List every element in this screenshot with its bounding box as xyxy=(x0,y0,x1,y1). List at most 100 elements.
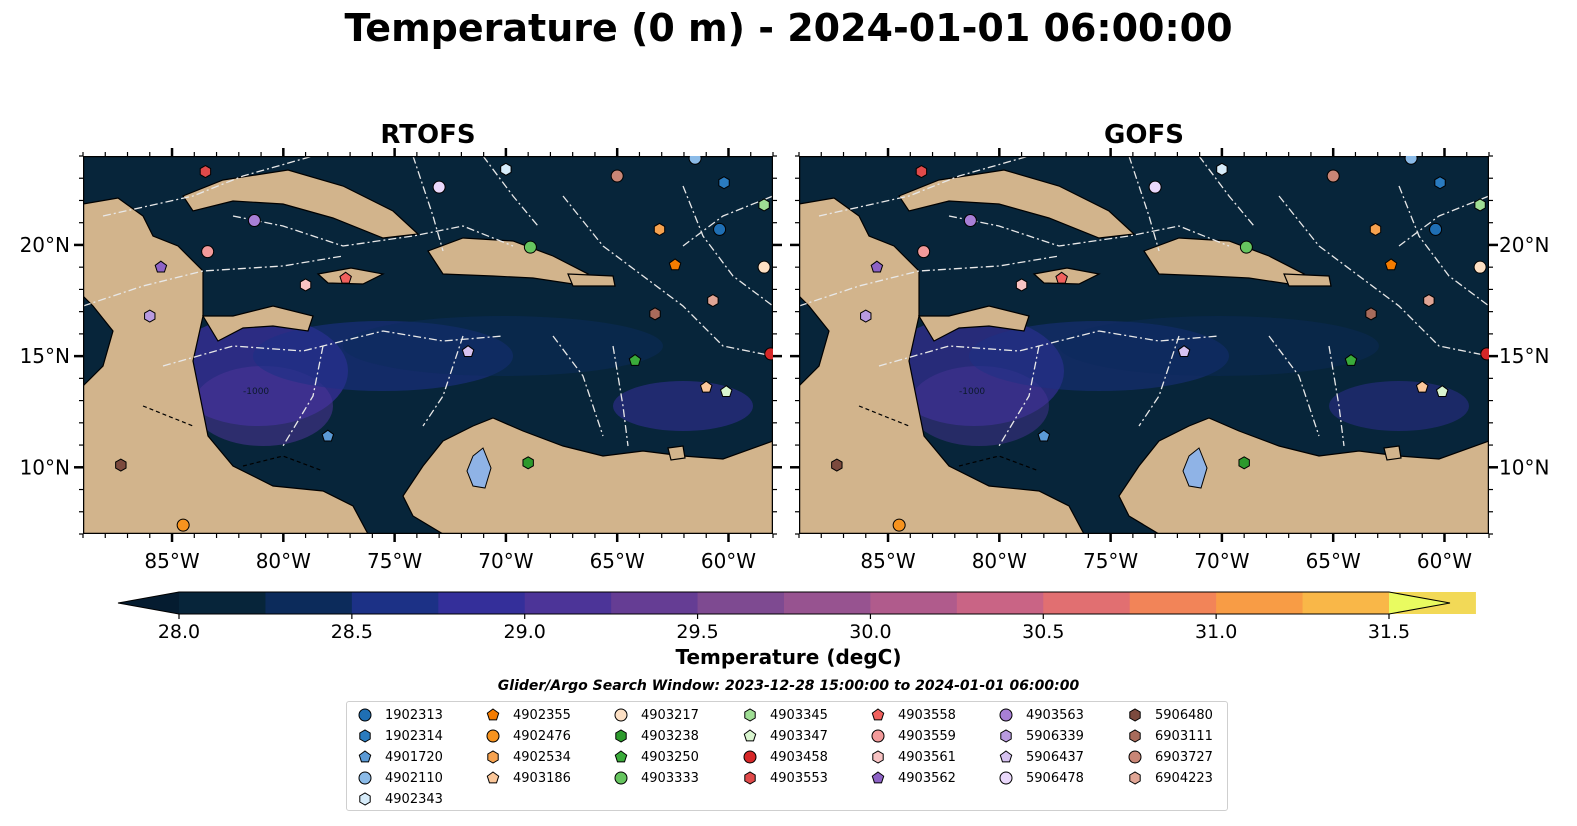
eez-boundary xyxy=(1268,335,1320,437)
legend-item-4901720: 4901720 xyxy=(357,748,443,766)
legend-label: 1902314 xyxy=(385,728,443,744)
float-marker-4903562 xyxy=(870,260,884,273)
float-marker-6903727 xyxy=(1326,169,1340,183)
float-marker-4903238 xyxy=(522,456,534,470)
float-marker-6904223 xyxy=(707,293,719,308)
float-marker-5906437 xyxy=(1177,345,1191,358)
float-marker-1902314 xyxy=(1434,176,1446,190)
eez-boundary xyxy=(482,156,539,227)
temperature-field xyxy=(613,381,753,431)
legend-marker-circle-icon xyxy=(358,771,372,785)
float-marker-4902355 xyxy=(668,258,682,271)
map-frame xyxy=(799,156,1489,534)
float-marker-4902110 xyxy=(688,156,702,165)
colorbar-tick-label: 30.5 xyxy=(1022,621,1064,643)
map-frame xyxy=(83,156,773,534)
eez-boundary xyxy=(1138,335,1180,427)
legend-label: 4903238 xyxy=(641,728,699,744)
legend-item-6903111: 6903111 xyxy=(1127,727,1213,745)
land-mass xyxy=(898,169,1136,239)
legend-marker-circle-icon xyxy=(999,708,1013,722)
colorbar-bin xyxy=(956,592,1044,614)
float-marker-4902343 xyxy=(500,162,512,176)
panel-title-rtofs: RTOFS xyxy=(380,120,476,150)
x-tick-label: 65°W xyxy=(1306,549,1361,573)
legend-label: 5906480 xyxy=(1155,707,1213,723)
float-marker-4903559 xyxy=(201,245,215,259)
legend-marker-hexagon-icon xyxy=(1129,729,1141,743)
colorbar-bin xyxy=(179,592,266,614)
float-marker-4903333 xyxy=(1239,240,1253,254)
legend-marker-hexagon-icon xyxy=(744,708,756,722)
legend-label: 6903111 xyxy=(1155,728,1213,744)
legend-marker-circle-icon xyxy=(871,729,885,743)
colorbar-tick-label: 29.0 xyxy=(504,621,546,643)
colorbar-extend-low xyxy=(118,592,179,614)
legend-marker-pentagon-icon xyxy=(871,771,885,784)
legend-label: 5906339 xyxy=(1026,728,1084,744)
temperature-field xyxy=(343,316,663,376)
legend-marker-circle-icon xyxy=(743,750,757,764)
x-tick-label: 60°W xyxy=(701,549,756,573)
eez-boundary xyxy=(1328,345,1345,447)
temperature-field xyxy=(1329,381,1469,431)
legend-marker-circle-icon xyxy=(358,708,372,722)
float-marker-4903559 xyxy=(917,245,931,259)
legend-label: 4903562 xyxy=(898,770,956,786)
land-mass xyxy=(667,445,686,461)
rtofs-map: -1000 xyxy=(83,156,773,534)
legend-marker-hexagon-icon xyxy=(359,729,371,743)
float-marker-4902476 xyxy=(892,518,906,532)
legend-marker-circle-icon xyxy=(1128,750,1142,764)
colorbar-tick-label: 28.5 xyxy=(331,621,373,643)
float-marker-4903553 xyxy=(199,164,212,179)
legend-label: 4902476 xyxy=(513,728,571,744)
legend-item-4902355: 4902355 xyxy=(485,706,571,724)
float-marker-4903553 xyxy=(915,164,928,179)
float-marker-1902313 xyxy=(713,222,727,236)
colorbar: 28.0 28.5 29.0 29.5 30.0 30.5 31.0 31.5 xyxy=(117,591,1476,643)
legend-marker-hexagon-icon xyxy=(1129,708,1141,722)
float-marker-4903561 xyxy=(1015,278,1028,292)
legend-label: 4903250 xyxy=(641,749,699,765)
eez-boundary xyxy=(1128,156,1160,252)
legend-marker-hexagon-icon xyxy=(872,750,884,764)
float-marker-4903562 xyxy=(154,260,168,273)
legend-label: 4901720 xyxy=(385,749,443,765)
float-marker-4903347 xyxy=(1435,385,1449,398)
eez-boundary xyxy=(682,185,773,307)
y-tick-label-right: 10°N xyxy=(1499,455,1549,479)
x-tick-label: 85°W xyxy=(144,549,199,573)
legend-item-5906339: 5906339 xyxy=(998,727,1084,745)
legend-label: 4903558 xyxy=(898,707,956,723)
legend-marker-pentagon-icon xyxy=(486,771,500,784)
land-mass xyxy=(201,305,314,342)
float-marker-4901720 xyxy=(1037,429,1051,442)
legend-marker-hexagon-icon xyxy=(487,750,499,764)
colorbar-bin xyxy=(784,592,871,614)
float-marker-4903250 xyxy=(628,353,642,366)
legend-item-5906478: 5906478 xyxy=(998,769,1084,787)
legend-label: 4903563 xyxy=(1026,707,1084,723)
legend-label: 5906437 xyxy=(1026,749,1084,765)
x-tick-label: 65°W xyxy=(590,549,645,573)
eez-boundary xyxy=(1398,195,1489,247)
legend-item-4903333: 4903333 xyxy=(613,769,699,787)
legend-marker-circle-icon xyxy=(486,729,500,743)
x-tick-label: 60°W xyxy=(1417,549,1472,573)
land-mass xyxy=(182,169,420,239)
float-marker-6903111 xyxy=(649,307,661,321)
legend-marker-hexagon-icon xyxy=(1000,729,1012,743)
legend-marker-pentagon-icon xyxy=(614,750,628,763)
float-marker-6903111 xyxy=(1365,307,1377,321)
float-marker-4903558 xyxy=(339,271,352,284)
eez-boundary xyxy=(83,255,344,307)
legend-title: Glider/Argo Search Window: 2023-12-28 15… xyxy=(497,678,1080,694)
legend-item-4903563: 4903563 xyxy=(998,706,1084,724)
legend-marker-circle-icon xyxy=(614,708,628,722)
float-marker-4903558 xyxy=(1055,271,1068,284)
float-marker-4903561 xyxy=(299,278,312,292)
float-marker-5906480 xyxy=(831,458,843,472)
eez-boundary xyxy=(422,335,464,427)
float-marker-4902355 xyxy=(1384,258,1398,271)
